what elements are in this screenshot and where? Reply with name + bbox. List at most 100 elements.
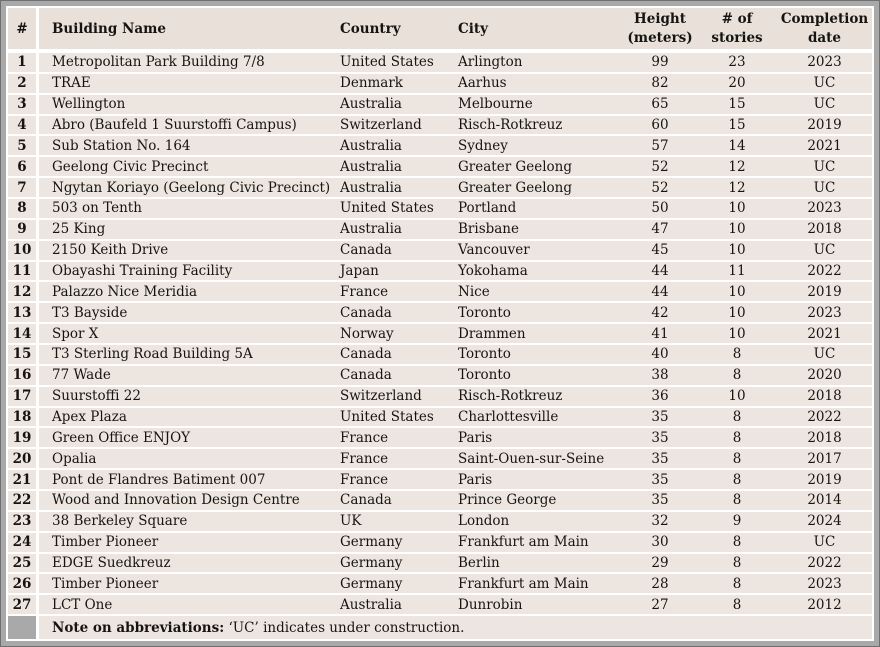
cell-country: UK <box>340 513 362 530</box>
cell-building-name: Wood and Innovation Design Centre <box>52 492 300 509</box>
cell-building-name: Pont de Flandres Batiment 007 <box>52 471 266 488</box>
cell-country: United States <box>340 200 434 217</box>
cell-building-name: T3 Sterling Road Building 5A <box>52 346 253 363</box>
cell-city: Vancouver <box>458 242 530 259</box>
cell-building-name: Green Office ENJOY <box>52 429 191 446</box>
cell-building-name: LCT One <box>52 596 113 613</box>
cell-building-name: Spor X <box>52 325 99 342</box>
table-body: 1 Metropolitan Park Building 7/8 United … <box>8 53 872 617</box>
cell-country: Switzerland <box>340 117 422 133</box>
cell-city: Melbourne <box>458 96 533 113</box>
cell-country: Canada <box>340 492 392 509</box>
cell-height: 29 <box>651 555 669 572</box>
cell-building-name: Opalia <box>52 450 97 467</box>
cell-height: 44 <box>651 263 669 280</box>
table-row: 4 Abro (Baufeld 1 Suurstoffi Campus) Swi… <box>8 115 872 137</box>
cell-building-name: Suurstoffi 22 <box>52 388 141 405</box>
cell-completion-date: 2022 <box>807 409 842 426</box>
cell-city: Paris <box>458 429 493 446</box>
cell-building-name: Apex Plaza <box>52 409 127 426</box>
header-height-line2: (meters) <box>627 29 693 46</box>
cell-city: Toronto <box>458 346 511 363</box>
cell-country: Australia <box>340 137 402 154</box>
cell-country: Canada <box>340 304 392 321</box>
cell-height: 57 <box>651 137 669 154</box>
header-building-name: Building Name <box>52 20 166 37</box>
cell-stories: 8 <box>732 450 742 467</box>
cell-country: United States <box>340 409 434 426</box>
cell-country: Australia <box>340 179 402 196</box>
table-row: 12 Palazzo Nice Meridia France Nice 44 1… <box>8 282 872 304</box>
cell-country: France <box>340 471 389 488</box>
cell-stories: 14 <box>728 137 746 154</box>
cell-height: 99 <box>651 54 669 71</box>
cell-rank: 2 <box>8 73 39 93</box>
cell-height: 47 <box>651 221 669 238</box>
cell-country: Australia <box>340 221 402 238</box>
cell-country: Germany <box>340 555 403 572</box>
table-row: 9 25 King Australia Brisbane 47 10 2018 <box>8 219 872 241</box>
table-row: 20 Opalia France Saint-Ouen-sur-Seine 35… <box>8 449 872 471</box>
note-text: Note on abbreviations: ‘UC’ indicates un… <box>39 616 872 639</box>
cell-completion-date: UC <box>813 179 836 196</box>
cell-building-name: Timber Pioneer <box>52 575 159 592</box>
cell-height: 41 <box>651 325 669 342</box>
cell-completion-date: 2024 <box>807 513 842 530</box>
cell-completion-date: 2023 <box>807 575 842 592</box>
cell-country: Australia <box>340 596 402 613</box>
cell-completion-date: 2019 <box>807 471 842 488</box>
table-row: 8 503 on Tenth United States Portland 50… <box>8 199 872 220</box>
table-row: 2 TRAE Denmark Aarhus 82 20 UC <box>8 73 872 95</box>
cell-country: Denmark <box>340 75 403 92</box>
cell-building-name: Abro (Baufeld 1 Suurstoffi Campus) <box>52 117 297 133</box>
cell-stories: 8 <box>732 534 742 551</box>
cell-city: Nice <box>458 283 490 300</box>
cell-height: 60 <box>651 117 669 133</box>
cell-building-name: 38 Berkeley Square <box>52 513 188 530</box>
cell-city: Toronto <box>458 304 511 321</box>
cell-country: Japan <box>340 263 379 280</box>
header-stories: # of stories <box>697 8 777 49</box>
table-row: 26 Timber Pioneer Germany Frankfurt am M… <box>8 574 872 596</box>
cell-country: Germany <box>340 575 403 592</box>
cell-completion-date: 2023 <box>807 200 842 217</box>
header-completion-line2: date <box>807 29 841 46</box>
cell-completion-date: 2020 <box>807 367 842 384</box>
cell-rank: 20 <box>8 449 39 469</box>
cell-rank: 3 <box>8 94 39 114</box>
header-height: Height (meters) <box>623 8 697 49</box>
note-row: Note on abbreviations: ‘UC’ indicates un… <box>8 616 872 639</box>
cell-completion-date: 2012 <box>807 596 842 613</box>
cell-rank: 7 <box>8 178 39 198</box>
cell-stories: 8 <box>732 367 742 384</box>
cell-stories: 8 <box>732 596 742 613</box>
cell-height: 50 <box>651 200 669 217</box>
cell-completion-date: 2021 <box>807 325 842 342</box>
table-row: 22 Wood and Innovation Design Centre Can… <box>8 491 872 512</box>
cell-completion-date: UC <box>813 75 836 92</box>
cell-stories: 8 <box>732 575 742 592</box>
cell-completion-date: 2022 <box>807 555 842 572</box>
cell-city: Frankfurt am Main <box>458 534 589 551</box>
cell-country: France <box>340 450 389 467</box>
cell-height: 44 <box>651 283 669 300</box>
cell-completion-date: 2019 <box>807 283 842 300</box>
cell-height: 27 <box>651 596 669 613</box>
table-row: 11 Obayashi Training Facility Japan Yoko… <box>8 261 872 283</box>
cell-completion-date: 2019 <box>807 117 842 133</box>
cell-completion-date: UC <box>813 158 836 175</box>
table-row: 27 LCT One Australia Dunrobin 27 8 2012 <box>8 595 872 617</box>
cell-rank: 24 <box>8 532 39 552</box>
cell-city: Paris <box>458 471 493 488</box>
cell-stories: 15 <box>728 117 746 133</box>
header-height-line1: Height <box>634 10 686 27</box>
cell-completion-date: 2021 <box>807 137 842 154</box>
cell-building-name: 2150 Keith Drive <box>52 242 169 259</box>
cell-building-name: Obayashi Training Facility <box>52 263 233 280</box>
cell-city: Dunrobin <box>458 596 523 613</box>
cell-height: 45 <box>651 242 669 259</box>
cell-building-name: Geelong Civic Precinct <box>52 158 209 175</box>
cell-rank: 1 <box>8 53 39 72</box>
cell-country: France <box>340 429 389 446</box>
